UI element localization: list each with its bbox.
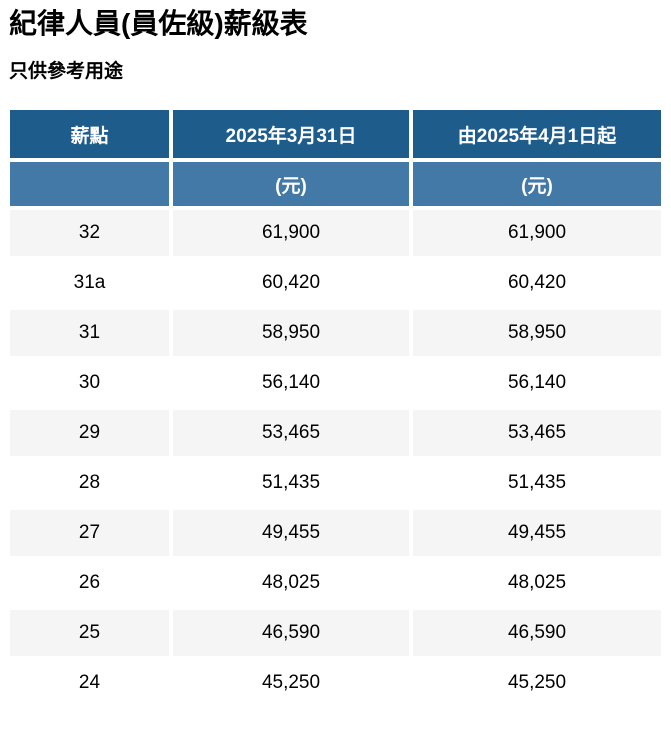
cell-salary-after: 53,465 <box>413 410 661 457</box>
cell-salary-before: 56,140 <box>173 360 409 407</box>
cell-pay-point: 24 <box>10 660 169 707</box>
cell-salary-after: 56,140 <box>413 360 661 407</box>
page-subtitle: 只供參考用途 <box>9 60 124 82</box>
header-cell-date-after: 由2025年4月1日起 <box>413 110 661 159</box>
cell-pay-point: 26 <box>10 560 169 607</box>
cell-pay-point: 31 <box>10 310 169 357</box>
cell-salary-after: 51,435 <box>413 460 661 507</box>
cell-salary-before: 49,455 <box>173 510 409 557</box>
cell-salary-before: 60,420 <box>173 260 409 307</box>
cell-pay-point: 25 <box>10 610 169 657</box>
header-cell-date-before: 2025年3月31日 <box>173 110 409 159</box>
cell-pay-point: 28 <box>10 460 169 507</box>
salary-table-body: 32 61,900 61,900 31a 60,420 60,420 31 58,950 58,… <box>10 210 661 707</box>
table-row: 29 53,465 53,465 <box>10 410 661 457</box>
table-row: 26 48,025 48,025 <box>10 560 661 607</box>
cell-salary-after: 48,025 <box>413 560 661 607</box>
cell-salary-before: 53,465 <box>173 410 409 457</box>
table-row: 31a 60,420 60,420 <box>10 260 661 307</box>
page-title: 紀律人員(員佐級)薪級表 <box>9 8 308 39</box>
cell-salary-before: 61,900 <box>173 210 409 257</box>
cell-salary-after: 45,250 <box>413 660 661 707</box>
cell-salary-after: 49,455 <box>413 510 661 557</box>
cell-salary-before: 45,250 <box>173 660 409 707</box>
table-row: 32 61,900 61,900 <box>10 210 661 257</box>
table-row: 30 56,140 56,140 <box>10 360 661 407</box>
table-row: 31 58,950 58,950 <box>10 310 661 357</box>
cell-salary-before: 58,950 <box>173 310 409 357</box>
cell-salary-after: 60,420 <box>413 260 661 307</box>
cell-pay-point: 31a <box>10 260 169 307</box>
cell-salary-before: 48,025 <box>173 560 409 607</box>
unit-cell-pay-point <box>10 162 169 207</box>
table-header-row: 薪點 2025年3月31日 由2025年4月1日起 <box>10 110 661 159</box>
unit-cell-before: (元) <box>173 162 409 207</box>
table-row: 24 45,250 45,250 <box>10 660 661 707</box>
cell-salary-after: 58,950 <box>413 310 661 357</box>
table-unit-row: (元) (元) <box>10 162 661 207</box>
cell-pay-point: 30 <box>10 360 169 407</box>
table-row: 25 46,590 46,590 <box>10 610 661 657</box>
cell-pay-point: 29 <box>10 410 169 457</box>
cell-salary-before: 46,590 <box>173 610 409 657</box>
table-row: 27 49,455 49,455 <box>10 510 661 557</box>
cell-salary-before: 51,435 <box>173 460 409 507</box>
header-cell-pay-point: 薪點 <box>10 110 169 159</box>
cell-salary-after: 61,900 <box>413 210 661 257</box>
table-row: 28 51,435 51,435 <box>10 460 661 507</box>
salary-table: 薪點 2025年3月31日 由2025年4月1日起 (元) (元) 32 61,9… <box>6 106 665 710</box>
cell-pay-point: 32 <box>10 210 169 257</box>
cell-pay-point: 27 <box>10 510 169 557</box>
unit-cell-after: (元) <box>413 162 661 207</box>
cell-salary-after: 46,590 <box>413 610 661 657</box>
